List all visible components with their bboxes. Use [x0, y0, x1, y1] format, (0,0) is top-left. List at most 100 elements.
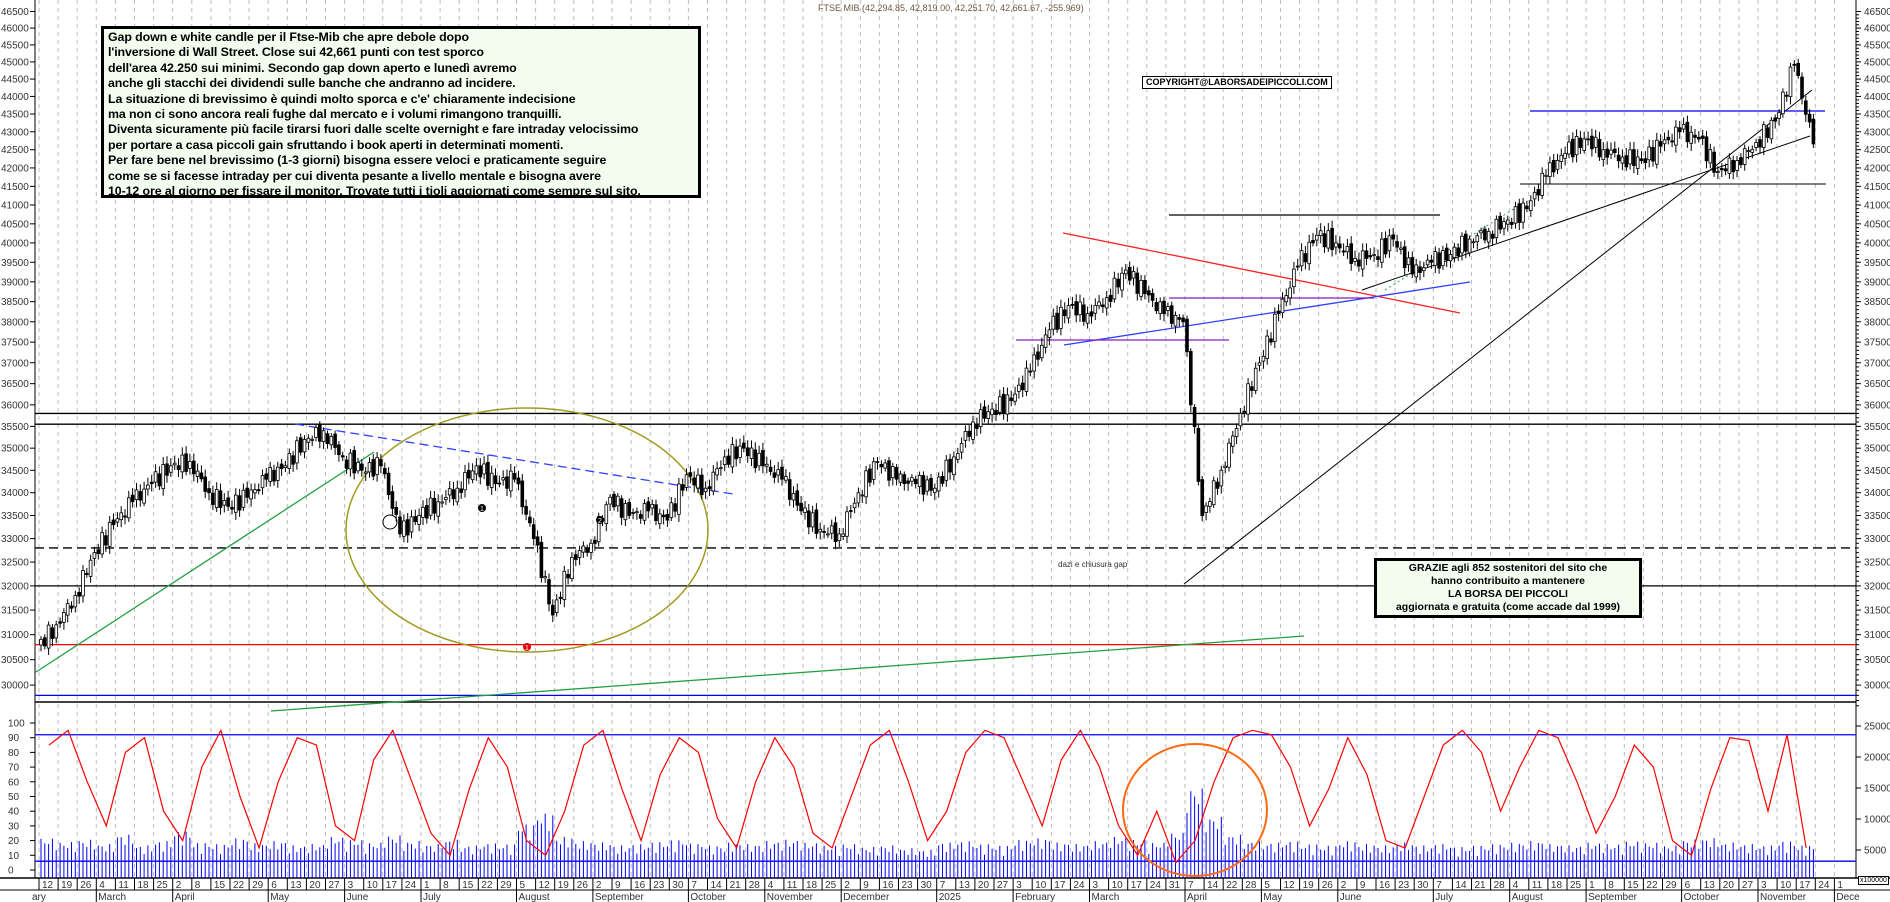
thanks-box: GRAZIE agli 852 sostenitori del sito che… — [1374, 558, 1642, 618]
month-label: February — [1015, 892, 1055, 902]
candle-up — [146, 484, 150, 490]
date-tick-label: 4 — [1513, 880, 1519, 891]
candle-down — [742, 442, 746, 449]
candle-up — [1124, 269, 1128, 275]
date-tick-label: 22 — [1226, 880, 1238, 891]
candle-down — [1758, 139, 1762, 148]
date-tick-label: 22 — [233, 880, 245, 891]
candle-down — [1062, 309, 1067, 317]
candle-up — [776, 469, 780, 476]
candle-down — [104, 535, 108, 546]
candle-up — [241, 489, 246, 508]
candle-down — [1269, 338, 1273, 343]
date-tick-label: 18 — [138, 880, 150, 891]
candle-down — [1349, 243, 1354, 264]
candle-up — [1769, 119, 1774, 140]
candle-down — [879, 463, 884, 468]
candle-down — [638, 514, 643, 519]
date-tick-label: 13 — [1704, 880, 1716, 891]
candle-down — [1364, 250, 1369, 259]
date-tick-label: 1 — [1837, 880, 1843, 891]
candle-up — [1219, 469, 1224, 487]
month-label: March — [98, 892, 126, 902]
date-tick-label: 9 — [863, 880, 869, 891]
candle-up — [952, 456, 956, 476]
date-tick-label: 30 — [1417, 880, 1429, 891]
candle-down — [344, 459, 349, 469]
volume-tick-label: 5000 — [1864, 846, 1887, 857]
trendline-blue — [1063, 281, 1471, 346]
candle-up — [765, 463, 769, 467]
candle-up — [1750, 148, 1755, 153]
candle-up — [153, 471, 158, 483]
date-tick-label: 8 — [443, 880, 449, 891]
candle-down — [394, 507, 398, 515]
candle-up — [1204, 505, 1208, 513]
candle-down — [1143, 280, 1147, 295]
candle-up — [1681, 123, 1686, 130]
candle-up — [589, 542, 593, 553]
candle-up — [1280, 298, 1285, 314]
price-tick-label: 43500 — [1, 110, 29, 121]
candle-down — [707, 486, 712, 490]
candle-up — [1246, 383, 1250, 415]
candle-up — [1066, 305, 1071, 319]
candle-up — [1288, 287, 1292, 299]
month-label: September — [595, 892, 645, 902]
date-tick-label: 14 — [1455, 880, 1467, 891]
candle-down — [726, 455, 731, 465]
candle-down — [1055, 312, 1059, 330]
price-tick-label: 32500 — [1864, 558, 1890, 569]
candle-down — [1116, 278, 1121, 288]
candle-down — [386, 472, 391, 496]
candle-up — [1414, 264, 1419, 278]
price-tick-label: 44000 — [1, 92, 29, 103]
candle-up — [956, 453, 960, 460]
candle-down — [226, 497, 230, 507]
date-tick-label: 29 — [1666, 880, 1678, 891]
date-tick-label: 10 — [1112, 880, 1124, 891]
candle-up — [711, 471, 716, 492]
candle-down — [799, 502, 803, 512]
price-tick-label: 37500 — [1864, 338, 1890, 349]
candle-down — [787, 479, 792, 500]
price-tick-label: 30500 — [1864, 655, 1890, 666]
candle-up — [1486, 231, 1491, 243]
candle-down — [486, 462, 490, 486]
candle-up — [1131, 271, 1136, 279]
candle-up — [803, 507, 807, 513]
candle-down — [1597, 138, 1602, 158]
candle-down — [868, 468, 872, 483]
candle-down — [1162, 300, 1166, 315]
month-label: ary — [32, 892, 46, 902]
oscillator-tick-label: 100 — [8, 719, 25, 730]
candle-up — [1635, 156, 1640, 169]
candle-down — [1020, 382, 1025, 391]
candle-down — [700, 474, 704, 496]
candle-down — [539, 541, 544, 578]
candle-up — [314, 427, 318, 438]
candle-down — [165, 463, 169, 476]
price-tick-label: 45000 — [1864, 57, 1890, 68]
price-tick-label: 37000 — [1864, 358, 1890, 369]
candle-down — [413, 516, 418, 522]
candle-down — [512, 473, 517, 480]
candle-down — [551, 604, 555, 616]
candle-down — [627, 501, 631, 516]
candle-down — [1437, 252, 1441, 269]
candle-down — [673, 503, 677, 512]
date-tick-label: 12 — [1284, 880, 1296, 891]
candle-down — [371, 459, 376, 477]
candle-down — [317, 424, 322, 442]
commentary-line: Per fare bene nel brevissimo (1-3 giorni… — [108, 153, 607, 168]
candle-up — [738, 445, 742, 458]
candle-down — [1807, 113, 1812, 123]
price-tick-label: 33000 — [1, 534, 29, 545]
date-tick-label: 21 — [730, 880, 742, 891]
price-tick-label: 44000 — [1864, 92, 1890, 103]
candle-down — [921, 475, 926, 495]
candle-up — [581, 545, 586, 553]
price-tick-label: 39000 — [1864, 277, 1890, 288]
candle-up — [1051, 315, 1056, 330]
candle-up — [959, 442, 964, 453]
